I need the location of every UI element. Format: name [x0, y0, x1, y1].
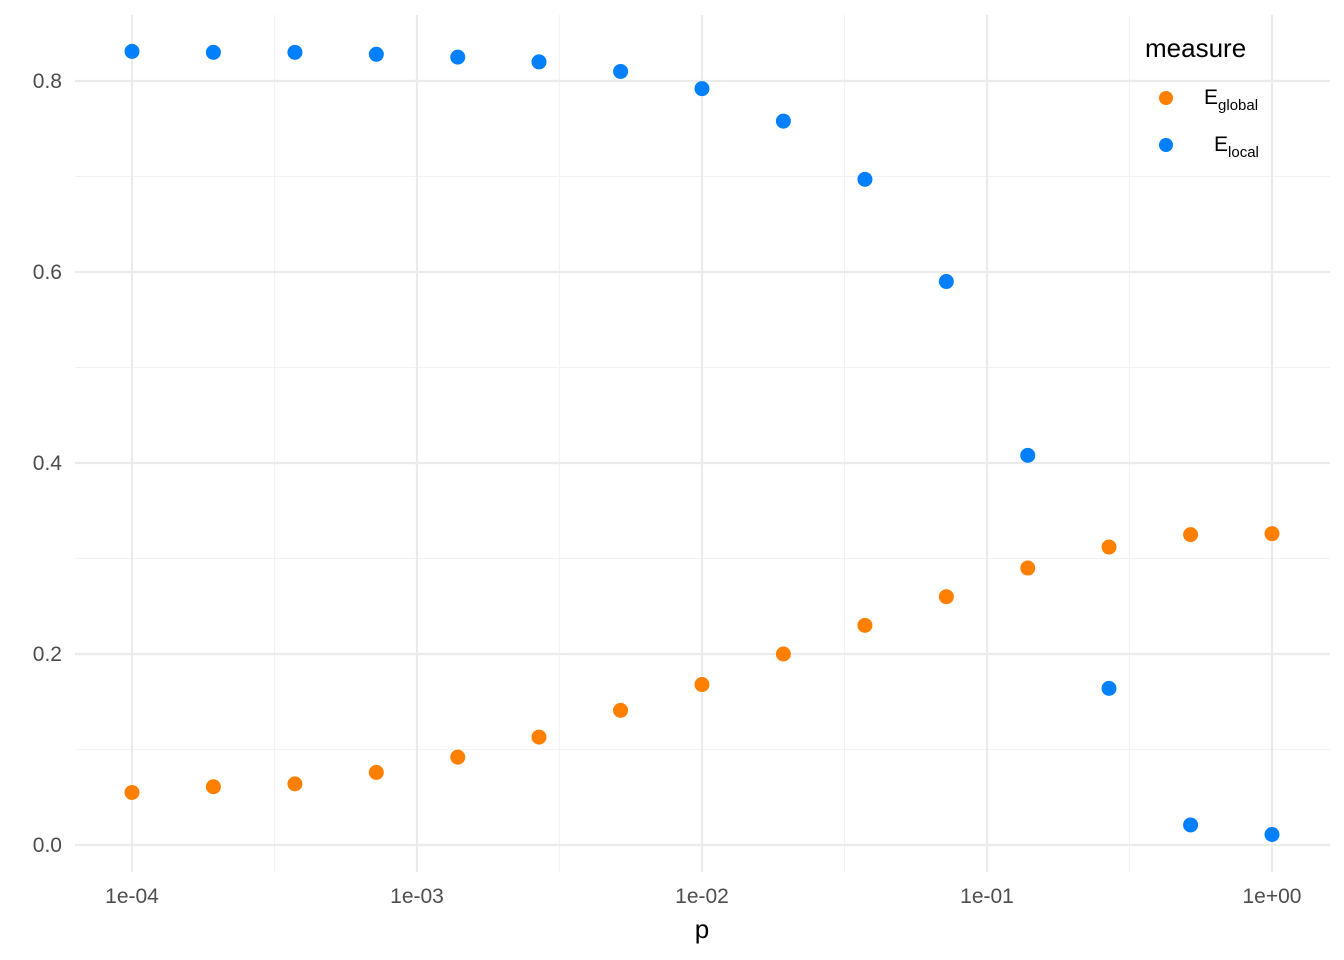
x-tick-label-3: 1e-01 [960, 885, 1014, 908]
point-local-12 [1101, 680, 1117, 696]
y-tick-label-2: 0.4 [33, 452, 63, 475]
legend-label-global-main: E [1204, 86, 1218, 109]
legend-title: measure [1145, 33, 1246, 63]
legend-label-global-sub: global [1218, 97, 1258, 114]
data-points [124, 43, 1280, 842]
point-local-14 [1264, 826, 1280, 842]
point-local-10 [938, 274, 954, 290]
minor-x-gridlines [273, 15, 1131, 872]
point-local-3 [368, 46, 384, 62]
point-global-0 [124, 784, 140, 800]
point-global-11 [1020, 560, 1036, 576]
point-local-0 [124, 43, 140, 59]
point-global-7 [694, 677, 710, 693]
point-local-6 [613, 63, 629, 79]
x-tick-label-2: 1e-02 [675, 885, 729, 908]
y-tick-label-3: 0.6 [33, 261, 62, 284]
point-local-11 [1020, 447, 1036, 463]
point-global-14 [1264, 526, 1280, 542]
legend-label-global: Eglobal [1204, 86, 1258, 114]
legend: measure Eglobal Elocal [1145, 33, 1259, 161]
y-tick-label-4: 0.8 [33, 70, 62, 93]
x-tick-label-1: 1e-03 [390, 885, 444, 908]
point-global-6 [613, 702, 629, 718]
y-tick-label-1: 0.2 [33, 643, 62, 666]
point-local-4 [450, 49, 466, 65]
point-global-1 [205, 779, 221, 795]
point-local-5 [531, 54, 547, 70]
major-x-gridlines [130, 15, 1274, 872]
x-tick-labels: 1e-04 1e-03 1e-02 1e-01 1e+00 [105, 885, 1301, 908]
point-global-2 [287, 776, 303, 792]
major-y-gridlines [75, 79, 1330, 847]
x-tick-label-4: 1e+00 [1243, 885, 1302, 908]
point-global-3 [368, 764, 384, 780]
point-global-10 [938, 589, 954, 605]
legend-label-local-sub: local [1228, 144, 1259, 161]
point-global-12 [1101, 539, 1117, 555]
point-local-2 [287, 44, 303, 60]
point-global-5 [531, 729, 547, 745]
x-tick-label-0: 1e-04 [105, 885, 159, 908]
point-local-7 [694, 81, 710, 97]
legend-key-local [1159, 138, 1173, 152]
y-tick-labels: 0.0 0.2 0.4 0.6 0.8 [33, 70, 63, 857]
point-local-9 [857, 171, 873, 187]
legend-label-local: Elocal [1214, 133, 1259, 161]
x-axis-title: p [695, 914, 709, 944]
y-tick-label-0: 0.0 [33, 834, 62, 857]
point-global-4 [450, 749, 466, 765]
point-local-1 [205, 44, 221, 60]
point-local-8 [775, 113, 791, 129]
legend-key-global [1159, 91, 1173, 105]
point-global-8 [775, 646, 791, 662]
point-global-9 [857, 617, 873, 633]
point-local-13 [1183, 817, 1199, 833]
point-global-13 [1183, 527, 1199, 543]
legend-label-local-main: E [1214, 133, 1228, 156]
